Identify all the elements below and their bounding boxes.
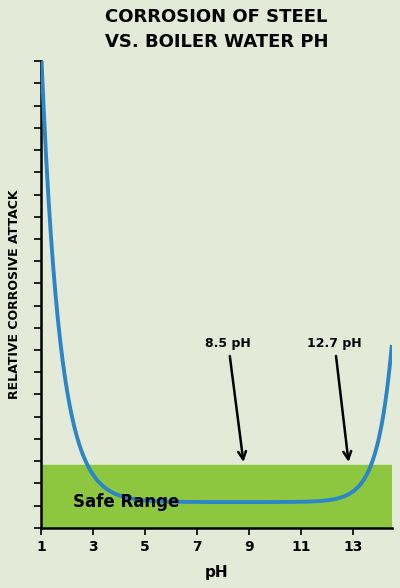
Y-axis label: RELATIVE CORROSIVE ATTACK: RELATIVE CORROSIVE ATTACK: [8, 190, 21, 399]
Text: 12.7 pH: 12.7 pH: [307, 338, 362, 459]
Bar: [42, 465, 392, 528]
Text: Safe Range: Safe Range: [73, 493, 179, 511]
Text: 8.5 pH: 8.5 pH: [205, 338, 251, 459]
X-axis label: pH: pH: [205, 564, 228, 580]
Title: CORROSION OF STEEL
VS. BOILER WATER PH: CORROSION OF STEEL VS. BOILER WATER PH: [105, 8, 328, 51]
